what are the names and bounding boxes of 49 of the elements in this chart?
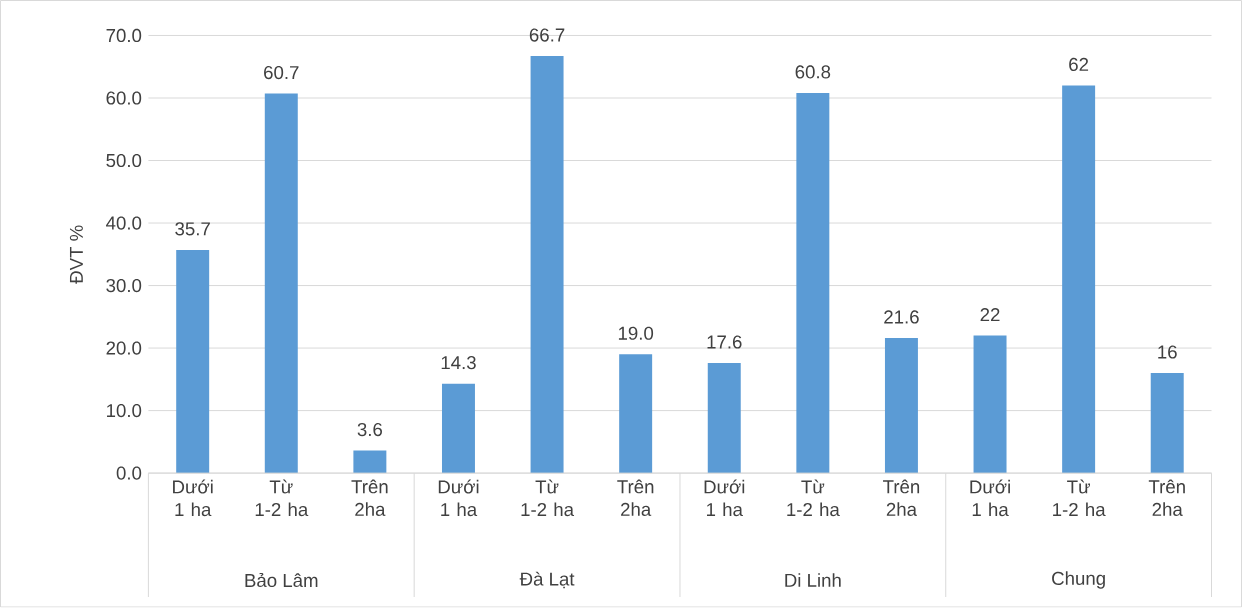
y-tick-label: 70.0 <box>106 29 142 43</box>
bar <box>619 354 653 474</box>
data-label: 35.7 <box>175 222 210 236</box>
data-label: 62 <box>1069 58 1089 72</box>
y-tick-label: 40.0 <box>106 216 142 230</box>
text: Đà Lạt <box>519 571 575 589</box>
x-tick-label: Dưới 1 ha <box>970 479 1010 517</box>
data-label: 19.0 <box>618 326 654 341</box>
text: Chung <box>1052 571 1105 589</box>
x-tick-label: Trên 2ha <box>617 479 654 517</box>
bar <box>884 338 918 474</box>
bar <box>176 250 210 474</box>
data-label: 16 <box>1158 345 1177 359</box>
y-tick-label: 30.0 <box>106 279 142 293</box>
y-tick-label: 20.0 <box>106 341 142 355</box>
y-tick-label: 60.0 <box>106 91 142 105</box>
bar <box>796 93 830 474</box>
data-label: 66.7 <box>529 28 565 42</box>
x-tick-label: Từ 1-2 ha <box>255 479 309 517</box>
data-label: 14.3 <box>441 356 476 370</box>
text: Bảo Lâm <box>245 573 318 588</box>
x-tick-label: Dưới 1 ha <box>173 479 213 517</box>
x-tick-label: Trên 2ha <box>351 479 388 517</box>
text: Di Linh <box>785 573 841 588</box>
bar <box>707 363 741 474</box>
bar <box>973 335 1007 474</box>
data-label: 60.8 <box>795 65 831 79</box>
bar <box>1150 373 1184 474</box>
y-tick-label: 50.0 <box>106 154 142 168</box>
data-label: 17.6 <box>707 335 742 349</box>
x-tick-label: Trên 2ha <box>883 479 920 517</box>
bar <box>353 450 387 474</box>
x-tick-label: Từ 1-2 ha <box>521 479 575 517</box>
bar <box>530 56 564 474</box>
x-tick-label: Từ 1-2 ha <box>1053 479 1106 517</box>
data-label: 60.7 <box>264 66 299 80</box>
x-tick-label: Trên 2ha <box>1148 479 1185 517</box>
data-label: 21.6 <box>884 310 919 324</box>
data-label: 3.6 <box>357 423 383 437</box>
x-tick-label: Dưới 1 ha <box>438 479 479 517</box>
bar <box>264 93 298 474</box>
bar <box>441 383 475 474</box>
y-axis-title: ĐVT % <box>69 225 83 284</box>
y-tick-label: 0.0 <box>116 466 142 480</box>
x-tick-label: Từ 1-2 ha <box>787 479 840 517</box>
bar <box>1062 85 1096 474</box>
data-label: 22 <box>980 308 1000 322</box>
y-tick-label: 10.0 <box>107 404 142 418</box>
x-tick-label: Dưới 1 ha <box>704 479 745 517</box>
